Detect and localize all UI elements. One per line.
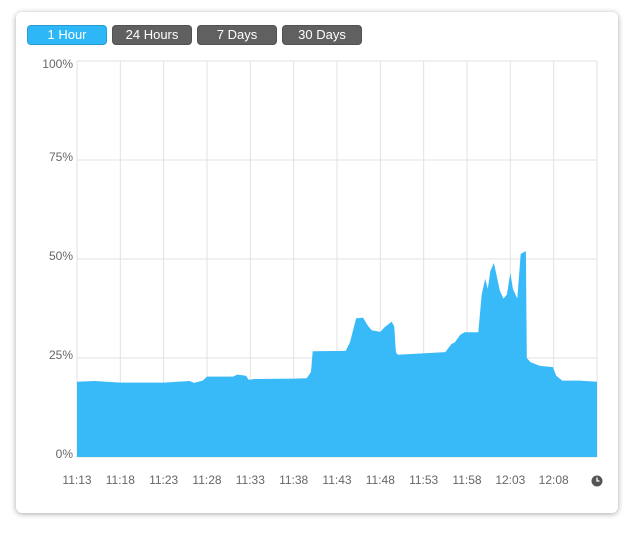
y-tick-label: 50% (49, 249, 73, 263)
y-tick-label: 75% (49, 150, 73, 164)
x-tick-label: 11:28 (192, 473, 221, 487)
x-tick-label: 11:58 (452, 473, 481, 487)
range-button[interactable]: 1 Hour (27, 25, 107, 45)
x-tick-label: 11:38 (279, 473, 308, 487)
y-tick-label: 25% (49, 348, 73, 362)
x-tick-label: 11:18 (106, 473, 135, 487)
x-tick-label: 11:48 (366, 473, 395, 487)
x-tick-label: 11:23 (149, 473, 178, 487)
x-tick-label: 11:33 (236, 473, 265, 487)
range-button[interactable]: 7 Days (197, 25, 277, 45)
area (77, 251, 597, 457)
y-tick-label: 0% (56, 447, 74, 461)
x-tick-label: 12:08 (539, 473, 569, 487)
y-tick-label: 100% (42, 57, 73, 71)
range-button[interactable]: 24 Hours (112, 25, 192, 45)
x-tick-label: 11:13 (62, 473, 91, 487)
x-tick-label: 11:43 (322, 473, 351, 487)
range-button[interactable]: 30 Days (282, 25, 362, 45)
x-tick-label: 11:53 (409, 473, 438, 487)
clock-icon (591, 475, 603, 487)
x-tick-label: 12:03 (495, 473, 525, 487)
